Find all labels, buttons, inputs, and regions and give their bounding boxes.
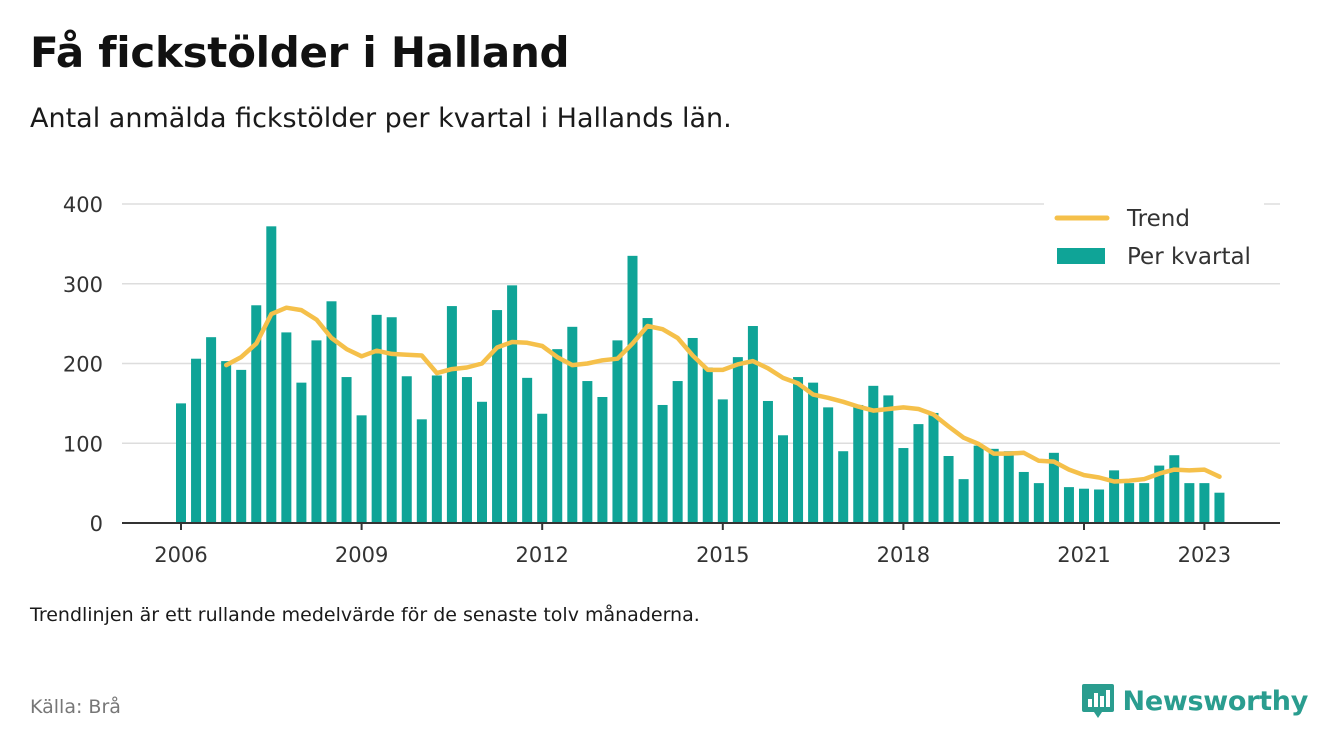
bar — [266, 226, 277, 523]
bar — [401, 376, 412, 523]
x-tick-label: 2009 — [335, 543, 388, 567]
bar — [1079, 488, 1089, 523]
bar — [446, 306, 457, 523]
axes: 0 100 200 300 400 2006 2009 2012 2015 2018 2021 202… — [63, 193, 1280, 567]
bar — [898, 448, 909, 523]
bar — [1139, 483, 1150, 523]
bar — [507, 285, 518, 523]
newsworthy-logo-icon — [1081, 684, 1114, 718]
trend-series — [223, 305, 1222, 484]
bar — [236, 369, 247, 523]
bar — [311, 340, 322, 523]
bar — [612, 340, 623, 523]
bar — [838, 451, 849, 523]
bar — [431, 375, 442, 523]
bar — [341, 377, 352, 523]
bar — [1184, 483, 1195, 523]
y-tick-label: 200 — [63, 353, 103, 377]
y-tick-label: 0 — [90, 512, 103, 536]
bar — [1063, 487, 1074, 523]
bar — [988, 448, 999, 523]
y-tick-label: 100 — [63, 432, 103, 456]
bar — [762, 400, 773, 523]
bar — [281, 332, 292, 523]
bar — [221, 361, 232, 523]
bar — [1033, 483, 1044, 523]
brand-logo: Newsworthy — [1081, 682, 1308, 720]
bar — [1199, 483, 1210, 523]
bar — [732, 357, 743, 523]
bar — [1124, 483, 1135, 523]
bar — [717, 399, 728, 523]
bar — [461, 377, 472, 523]
bar — [356, 415, 367, 523]
legend-label-per-kvartal: Per kvartal — [1127, 244, 1251, 270]
bar — [642, 318, 653, 523]
bar — [687, 337, 698, 523]
bar — [1003, 451, 1014, 523]
y-tick-label: 400 — [63, 193, 103, 217]
x-tick-label: 2006 — [154, 543, 207, 567]
bar — [477, 401, 487, 523]
bar — [1094, 489, 1105, 523]
bar — [416, 419, 427, 523]
bar — [627, 255, 638, 523]
bar — [492, 310, 503, 523]
bar — [206, 337, 217, 523]
legend-label-trend: Trend — [1126, 206, 1190, 232]
y-tick-label: 300 — [63, 273, 103, 297]
bar — [251, 305, 262, 523]
bar — [958, 479, 969, 523]
bar — [371, 314, 382, 523]
bar — [778, 435, 788, 523]
x-tick-label: 2018 — [877, 543, 930, 567]
bar — [853, 404, 864, 523]
bar — [943, 456, 954, 523]
bar — [808, 382, 819, 523]
bar — [747, 326, 758, 523]
bar — [657, 404, 668, 523]
x-tick-label: 2021 — [1057, 543, 1110, 567]
bar — [582, 381, 593, 523]
bar — [176, 403, 186, 523]
x-tick-label: 2012 — [515, 543, 568, 567]
bar-series — [176, 226, 1225, 523]
chart: 0 100 200 300 400 2006 2009 2012 2015 2018 2021 202… — [63, 193, 1280, 567]
bar — [928, 412, 939, 523]
bar — [386, 317, 397, 523]
chart-subtitle: Antal anmälda fickstölder per kvartal i … — [30, 103, 732, 134]
bar — [326, 301, 337, 523]
x-tick-label: 2023 — [1178, 543, 1231, 567]
source-note: Källa: Brå — [30, 696, 121, 718]
bar — [191, 358, 202, 523]
bar — [597, 396, 608, 523]
bar — [1109, 470, 1120, 523]
bar — [552, 349, 563, 523]
legend: Trend Per kvartal — [1044, 201, 1264, 273]
bar — [793, 377, 804, 523]
bar — [883, 395, 894, 523]
bar — [1214, 492, 1225, 523]
brand-name: Newsworthy — [1122, 685, 1309, 717]
chart-title: Få fickstölder i Halland — [30, 28, 570, 77]
bar — [537, 413, 548, 523]
bar — [868, 385, 879, 523]
footnote: Trendlinjen är ett rullande medelvärde f… — [30, 604, 700, 626]
x-tick-label: 2015 — [696, 543, 749, 567]
bar — [1154, 465, 1165, 523]
bar — [522, 377, 533, 523]
bar — [1048, 452, 1059, 523]
bar — [702, 367, 713, 523]
bar — [567, 326, 578, 523]
bar — [913, 424, 924, 523]
bar — [1169, 455, 1180, 523]
bar — [672, 381, 683, 523]
bar — [973, 445, 984, 523]
bar — [823, 407, 834, 523]
bar — [1018, 471, 1029, 523]
bar — [296, 382, 307, 523]
trend-line — [223, 305, 1222, 484]
legend-swatch-per-kvartal — [1057, 248, 1105, 264]
